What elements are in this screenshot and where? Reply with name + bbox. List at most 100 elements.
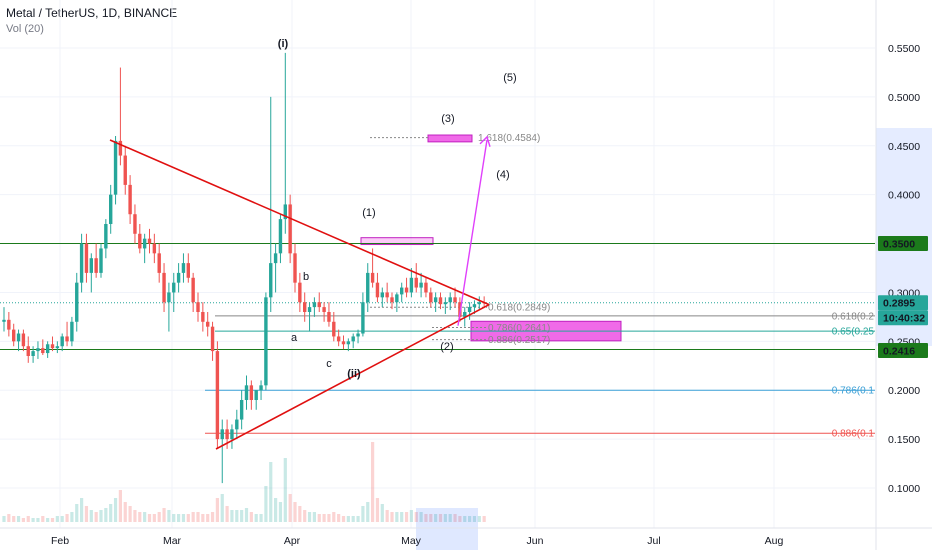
price-tick-label: 0.4000 xyxy=(888,190,920,202)
triangle-upper-trendline xyxy=(109,139,490,306)
candle-body xyxy=(2,319,6,322)
volume-bar xyxy=(264,486,268,522)
price-axis: 0.10000.15000.20000.25000.30000.35000.40… xyxy=(875,0,928,550)
candle-body xyxy=(375,282,380,298)
volume-bar xyxy=(312,512,316,522)
volume-bar xyxy=(278,502,283,522)
volume-bar xyxy=(177,514,181,522)
volume-bar xyxy=(303,510,307,522)
candle-body xyxy=(278,219,283,254)
candle-body xyxy=(467,307,472,312)
volume-bar xyxy=(133,510,137,522)
candle-body xyxy=(201,312,205,322)
volume-bar xyxy=(414,512,418,522)
candle-body xyxy=(366,272,370,303)
volume-bar xyxy=(94,512,98,522)
time-tick-label: Mar xyxy=(163,535,182,547)
volume-bar xyxy=(147,514,152,522)
wave-label: (3) xyxy=(441,113,454,125)
price-tick-label: 0.5000 xyxy=(888,92,920,104)
volume-bar xyxy=(41,516,45,522)
volume-bar xyxy=(123,502,127,522)
candle-body xyxy=(390,297,394,303)
volume-bar xyxy=(186,514,190,522)
volume-bar xyxy=(21,518,25,522)
horizontal-levels: 0.618(0.2849) 0.786(0.2641)0.886(0.2517) 0… xyxy=(0,133,875,440)
candle-body xyxy=(172,282,176,293)
price-tick-label: 0.4500 xyxy=(888,141,920,153)
volume-bar xyxy=(36,518,40,522)
candle-body xyxy=(210,326,215,352)
volume-bar xyxy=(89,510,93,522)
time-axis: Feb Mar Apr May Jun Jul Aug xyxy=(0,527,932,547)
candle-body xyxy=(123,155,127,185)
candle-body xyxy=(298,282,302,303)
candle-body xyxy=(157,253,161,273)
candle-body xyxy=(336,336,341,342)
candle-body xyxy=(176,272,181,283)
volume-bar xyxy=(60,516,64,522)
volume-bar xyxy=(327,514,331,522)
candle-body xyxy=(380,292,384,298)
candle-body xyxy=(283,204,287,220)
candle-body xyxy=(264,297,268,386)
candle-body xyxy=(453,297,457,303)
volume-bar xyxy=(463,516,467,522)
candle-body xyxy=(128,184,132,215)
candle-body xyxy=(269,263,273,298)
candle-body xyxy=(346,341,351,345)
volume-indicator-label[interactable]: Vol (20) xyxy=(6,23,44,35)
volume-bar xyxy=(109,504,113,522)
volume-bar xyxy=(172,514,176,522)
volume-bar xyxy=(380,504,384,522)
volume-bar xyxy=(419,512,423,522)
volume-bar xyxy=(274,498,278,522)
candle-body xyxy=(327,312,331,322)
candle-body xyxy=(477,302,481,305)
volume-bar xyxy=(210,512,215,522)
candle-body xyxy=(99,248,103,273)
candle-body xyxy=(409,277,414,293)
volume-bar xyxy=(84,506,89,522)
volume-bar xyxy=(113,498,118,522)
candle-body xyxy=(254,390,258,400)
projection-line xyxy=(457,139,488,326)
candle-body xyxy=(36,348,40,352)
candle-body xyxy=(443,302,448,305)
candle-body xyxy=(215,351,220,440)
volume-bar xyxy=(366,502,370,522)
candle-body xyxy=(118,140,123,156)
candle-body xyxy=(26,346,30,356)
wave-label: (1) xyxy=(362,207,375,219)
wave-label: (i) xyxy=(278,38,289,50)
candle-body xyxy=(21,333,26,347)
volume-bar xyxy=(477,516,481,522)
grid xyxy=(0,0,875,528)
volume-bar xyxy=(152,514,156,522)
candle-body xyxy=(288,204,292,254)
candle-body xyxy=(463,312,467,317)
candle-body xyxy=(133,214,137,234)
volume-bar xyxy=(7,514,11,522)
volume-bar xyxy=(2,516,6,522)
candle-body xyxy=(186,263,190,278)
fib-level-label: 0.786(0.1 xyxy=(832,386,875,397)
volume-bar xyxy=(434,514,438,522)
candle-body xyxy=(70,321,74,342)
magenta-target-zone xyxy=(427,134,473,143)
candle-body xyxy=(220,429,224,440)
volume-bar xyxy=(482,516,486,522)
volume-bar xyxy=(453,514,457,522)
volume-bar xyxy=(46,518,50,522)
volume-bar xyxy=(167,510,171,522)
time-tick-label: Jun xyxy=(527,535,544,547)
time-tick-label: Aug xyxy=(765,535,784,547)
fib-level-label: 1.618(0.4584) xyxy=(478,133,540,144)
candle-body xyxy=(244,385,249,400)
projection-arrowhead xyxy=(479,135,491,147)
volume-bar xyxy=(351,516,355,522)
volume-bar xyxy=(283,458,287,522)
volume-bar xyxy=(472,516,477,522)
volume-bar xyxy=(104,508,108,522)
